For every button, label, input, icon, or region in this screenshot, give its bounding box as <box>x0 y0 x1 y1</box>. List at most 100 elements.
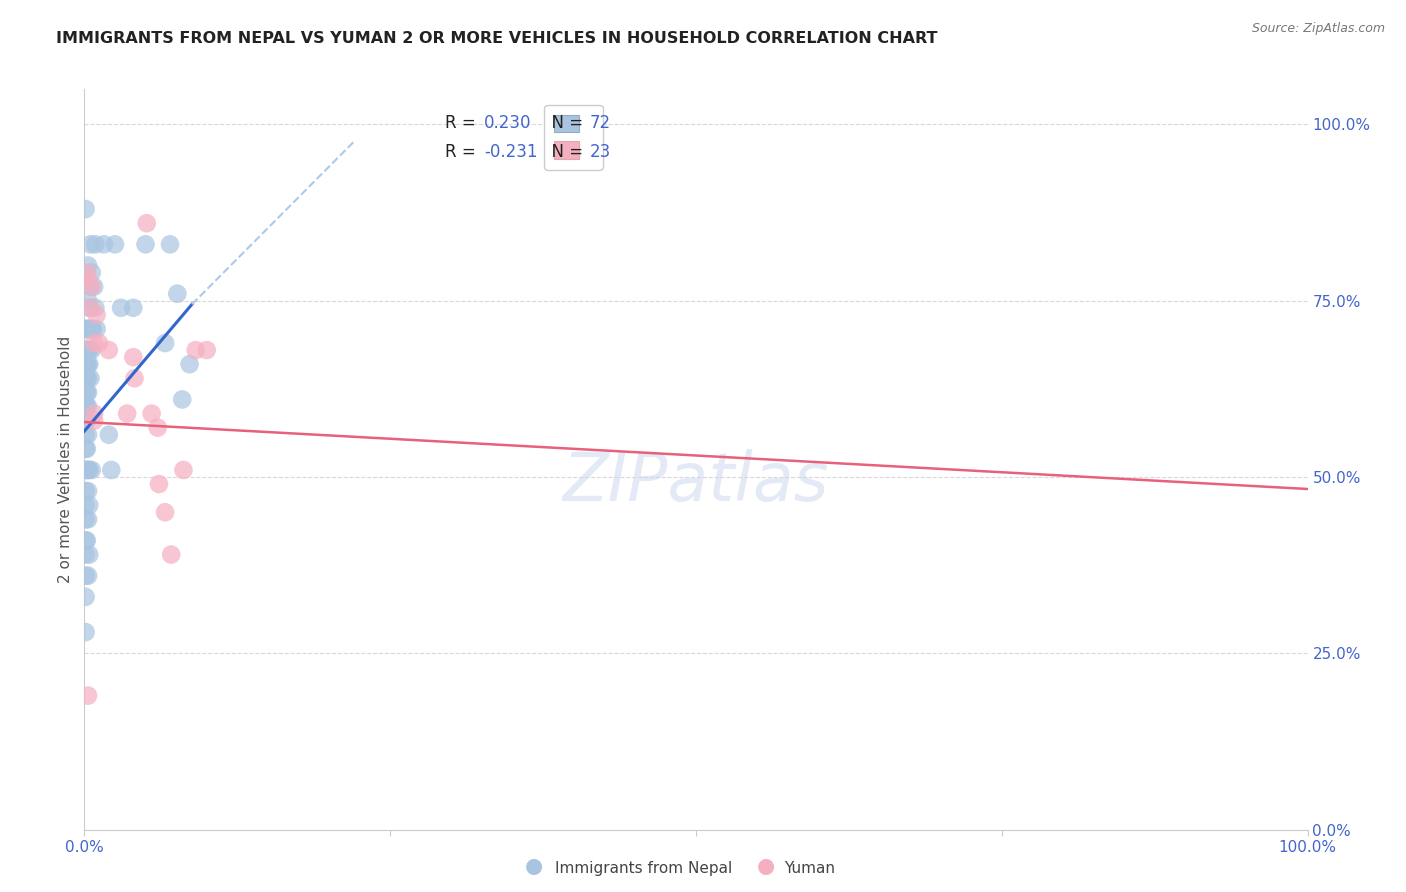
Point <box>76 385 98 400</box>
Text: 72: 72 <box>589 113 610 131</box>
Point <box>83 336 105 351</box>
Point <box>76 533 98 548</box>
Point <box>77 484 100 499</box>
Point <box>86 308 108 322</box>
Point <box>79 237 101 252</box>
Point <box>77 357 100 371</box>
Point <box>104 237 127 252</box>
Point <box>84 301 107 315</box>
Point <box>80 322 103 336</box>
Point <box>84 237 107 252</box>
Point <box>83 407 105 421</box>
Point <box>75 533 97 548</box>
Text: Immigrants from Nepal: Immigrants from Nepal <box>555 861 733 876</box>
Point <box>179 357 201 371</box>
Point <box>86 322 108 336</box>
Point <box>77 427 100 442</box>
Point <box>77 568 100 582</box>
Point <box>75 343 97 357</box>
Point <box>87 336 110 351</box>
Point <box>79 279 101 293</box>
Point <box>93 237 115 252</box>
Point <box>172 392 194 407</box>
Point <box>75 414 97 428</box>
Point <box>160 548 183 562</box>
Point <box>76 400 98 414</box>
Point <box>76 322 98 336</box>
Point <box>97 343 120 357</box>
Text: IMMIGRANTS FROM NEPAL VS YUMAN 2 OR MORE VEHICLES IN HOUSEHOLD CORRELATION CHART: IMMIGRANTS FROM NEPAL VS YUMAN 2 OR MORE… <box>56 31 938 46</box>
Point <box>75 371 97 385</box>
Point <box>79 371 101 385</box>
Point <box>80 463 103 477</box>
Point <box>124 371 146 385</box>
Point <box>135 216 157 230</box>
Point <box>148 477 170 491</box>
Point <box>146 420 169 434</box>
Point <box>153 336 176 351</box>
Point <box>79 301 101 315</box>
Point <box>77 272 100 286</box>
Point <box>76 442 98 456</box>
Point <box>77 357 100 371</box>
Text: ●: ● <box>526 856 543 876</box>
Point <box>75 590 97 604</box>
Point <box>76 357 98 371</box>
Point <box>77 385 100 400</box>
Point <box>80 266 103 280</box>
Text: -0.231: -0.231 <box>484 143 538 161</box>
Point <box>83 414 105 428</box>
Text: 23: 23 <box>589 143 610 161</box>
Text: ●: ● <box>758 856 775 876</box>
Point <box>166 286 188 301</box>
Text: 0.230: 0.230 <box>484 113 531 131</box>
Text: Yuman: Yuman <box>785 861 835 876</box>
Point <box>75 427 97 442</box>
Point <box>77 371 100 385</box>
Point <box>75 625 97 640</box>
Text: ZIPatlas: ZIPatlas <box>562 449 830 515</box>
Point <box>122 350 145 364</box>
Point <box>77 689 100 703</box>
Point <box>76 343 98 357</box>
Point <box>100 463 122 477</box>
Point <box>77 463 100 477</box>
Point <box>75 357 97 371</box>
Point <box>172 463 194 477</box>
Point <box>75 463 97 477</box>
Point <box>77 322 100 336</box>
Text: Source: ZipAtlas.com: Source: ZipAtlas.com <box>1251 22 1385 36</box>
Point <box>77 259 100 273</box>
Point <box>76 266 98 280</box>
Point <box>75 568 97 582</box>
Text: R =: R = <box>446 113 481 131</box>
Point <box>75 548 97 562</box>
Point <box>75 442 97 456</box>
Point <box>77 343 100 357</box>
Point <box>76 463 98 477</box>
Y-axis label: 2 or more Vehicles in Household: 2 or more Vehicles in Household <box>58 335 73 583</box>
Point <box>76 371 98 385</box>
Point <box>77 322 100 336</box>
Point <box>141 407 163 421</box>
Point <box>75 202 97 216</box>
Point <box>76 414 98 428</box>
Point <box>77 498 100 512</box>
Point <box>135 237 157 252</box>
Point <box>159 237 181 252</box>
Point <box>75 385 97 400</box>
Point <box>77 301 100 315</box>
Point <box>77 400 100 414</box>
Point <box>122 301 145 315</box>
Point <box>77 463 100 477</box>
Point <box>195 343 218 357</box>
Point <box>77 293 100 308</box>
Point <box>184 343 207 357</box>
Point <box>77 548 100 562</box>
Point <box>153 505 176 519</box>
Text: R =: R = <box>446 143 481 161</box>
Point <box>75 484 97 499</box>
Point <box>97 427 120 442</box>
Point <box>80 343 103 357</box>
Point <box>75 322 97 336</box>
